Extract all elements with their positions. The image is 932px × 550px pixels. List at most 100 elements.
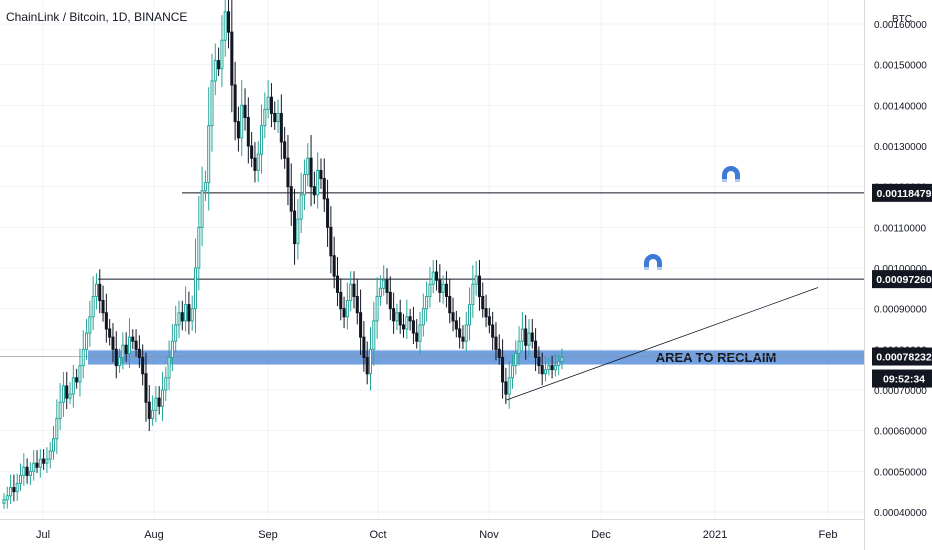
candle	[378, 275, 382, 306]
candle	[299, 172, 303, 234]
price-tick-label: 0.00150000	[874, 61, 927, 72]
candle	[101, 285, 105, 322]
candle-body	[524, 328, 528, 346]
candle-body	[98, 283, 102, 302]
candle-body	[32, 462, 36, 472]
candle-body	[520, 328, 524, 342]
time-axis[interactable]: Jul Aug Sep Oct Nov Dec 2021 Feb	[36, 529, 838, 541]
candle-body	[477, 275, 481, 297]
candle	[306, 143, 310, 187]
candle	[530, 319, 534, 349]
candle-body	[177, 312, 181, 326]
candle-body	[454, 320, 458, 330]
candle-body	[342, 308, 346, 318]
price-tag-bg	[872, 270, 932, 289]
candle-body	[12, 487, 16, 493]
candle-body	[124, 344, 128, 354]
candle-body	[441, 283, 445, 293]
candle-body	[514, 352, 518, 367]
candle-body	[540, 365, 544, 375]
candle-body	[405, 316, 409, 330]
price-tag-lower: 0.00097260	[872, 270, 932, 289]
candle	[309, 135, 313, 207]
candle-body	[543, 369, 548, 375]
candle-body	[560, 356, 564, 363]
candle	[477, 260, 481, 311]
candle-body	[236, 121, 240, 139]
candle-body	[200, 190, 204, 228]
candle-body	[332, 255, 336, 277]
candle-body	[309, 157, 313, 188]
candle	[501, 339, 505, 399]
candle	[339, 278, 343, 321]
candle	[65, 371, 69, 410]
candle	[316, 152, 320, 209]
candle	[144, 352, 148, 422]
candle-body	[147, 401, 151, 419]
candle-body	[435, 271, 439, 281]
price-tag-text: 0.00078232	[876, 352, 932, 364]
candle-body	[296, 218, 300, 245]
candle	[286, 135, 290, 206]
candle-body	[22, 466, 26, 476]
candle	[98, 269, 102, 314]
candle	[279, 94, 283, 160]
candle	[461, 325, 465, 349]
candle-body	[68, 393, 72, 399]
candle	[217, 47, 221, 77]
candle-body	[197, 226, 201, 269]
candle-body	[108, 328, 112, 338]
price-tick-label: 0.00130000	[874, 142, 927, 153]
price-tick-label: 0.00070000	[874, 386, 927, 397]
candle	[553, 353, 557, 377]
candle-body	[48, 450, 52, 460]
candle	[250, 131, 254, 168]
candle-body	[174, 324, 178, 342]
candle	[534, 328, 538, 372]
candle-body	[547, 365, 551, 371]
candle	[32, 450, 36, 481]
candle	[114, 331, 118, 379]
candle	[276, 99, 280, 133]
horizontal-lines	[0, 192, 864, 357]
price-tick-label: 0.00110000	[874, 223, 927, 234]
price-axis[interactable]: 0.00160000 0.00150000 0.00140000 0.00130000…	[874, 14, 927, 519]
candle	[164, 366, 168, 401]
candle-body	[65, 385, 69, 399]
price-tag-bg	[872, 183, 932, 202]
candle-body	[61, 385, 65, 403]
candle-body	[510, 365, 514, 379]
candle	[273, 101, 277, 130]
candle-body	[233, 84, 237, 123]
candle	[38, 449, 42, 478]
magnet-tip	[657, 267, 662, 270]
candle	[355, 279, 359, 325]
candle-body	[164, 377, 168, 391]
magnet-shape	[722, 166, 740, 182]
candle-body	[230, 31, 234, 86]
candle-body	[81, 348, 85, 367]
candle	[167, 340, 171, 390]
candle-body	[487, 316, 491, 326]
candle	[329, 206, 333, 274]
candle-body	[557, 361, 561, 367]
candle-body	[372, 320, 376, 350]
candle-body	[5, 495, 9, 501]
symbol-title: ChainLink / Bitcoin, 1D, BINANCE	[6, 10, 188, 24]
candle	[111, 323, 115, 363]
candle-body	[180, 312, 184, 322]
candle	[266, 80, 270, 119]
candle	[124, 332, 128, 362]
currency-label: BTC	[892, 14, 912, 25]
candle-body	[484, 308, 488, 318]
candle	[151, 395, 155, 426]
candle	[398, 299, 402, 334]
candle-body	[240, 104, 244, 139]
candle-body	[319, 169, 323, 180]
candle-body	[266, 96, 270, 110]
candle	[269, 83, 273, 128]
candle-body	[85, 332, 89, 350]
time-tick-label: Aug	[144, 529, 164, 541]
candle	[55, 399, 59, 455]
